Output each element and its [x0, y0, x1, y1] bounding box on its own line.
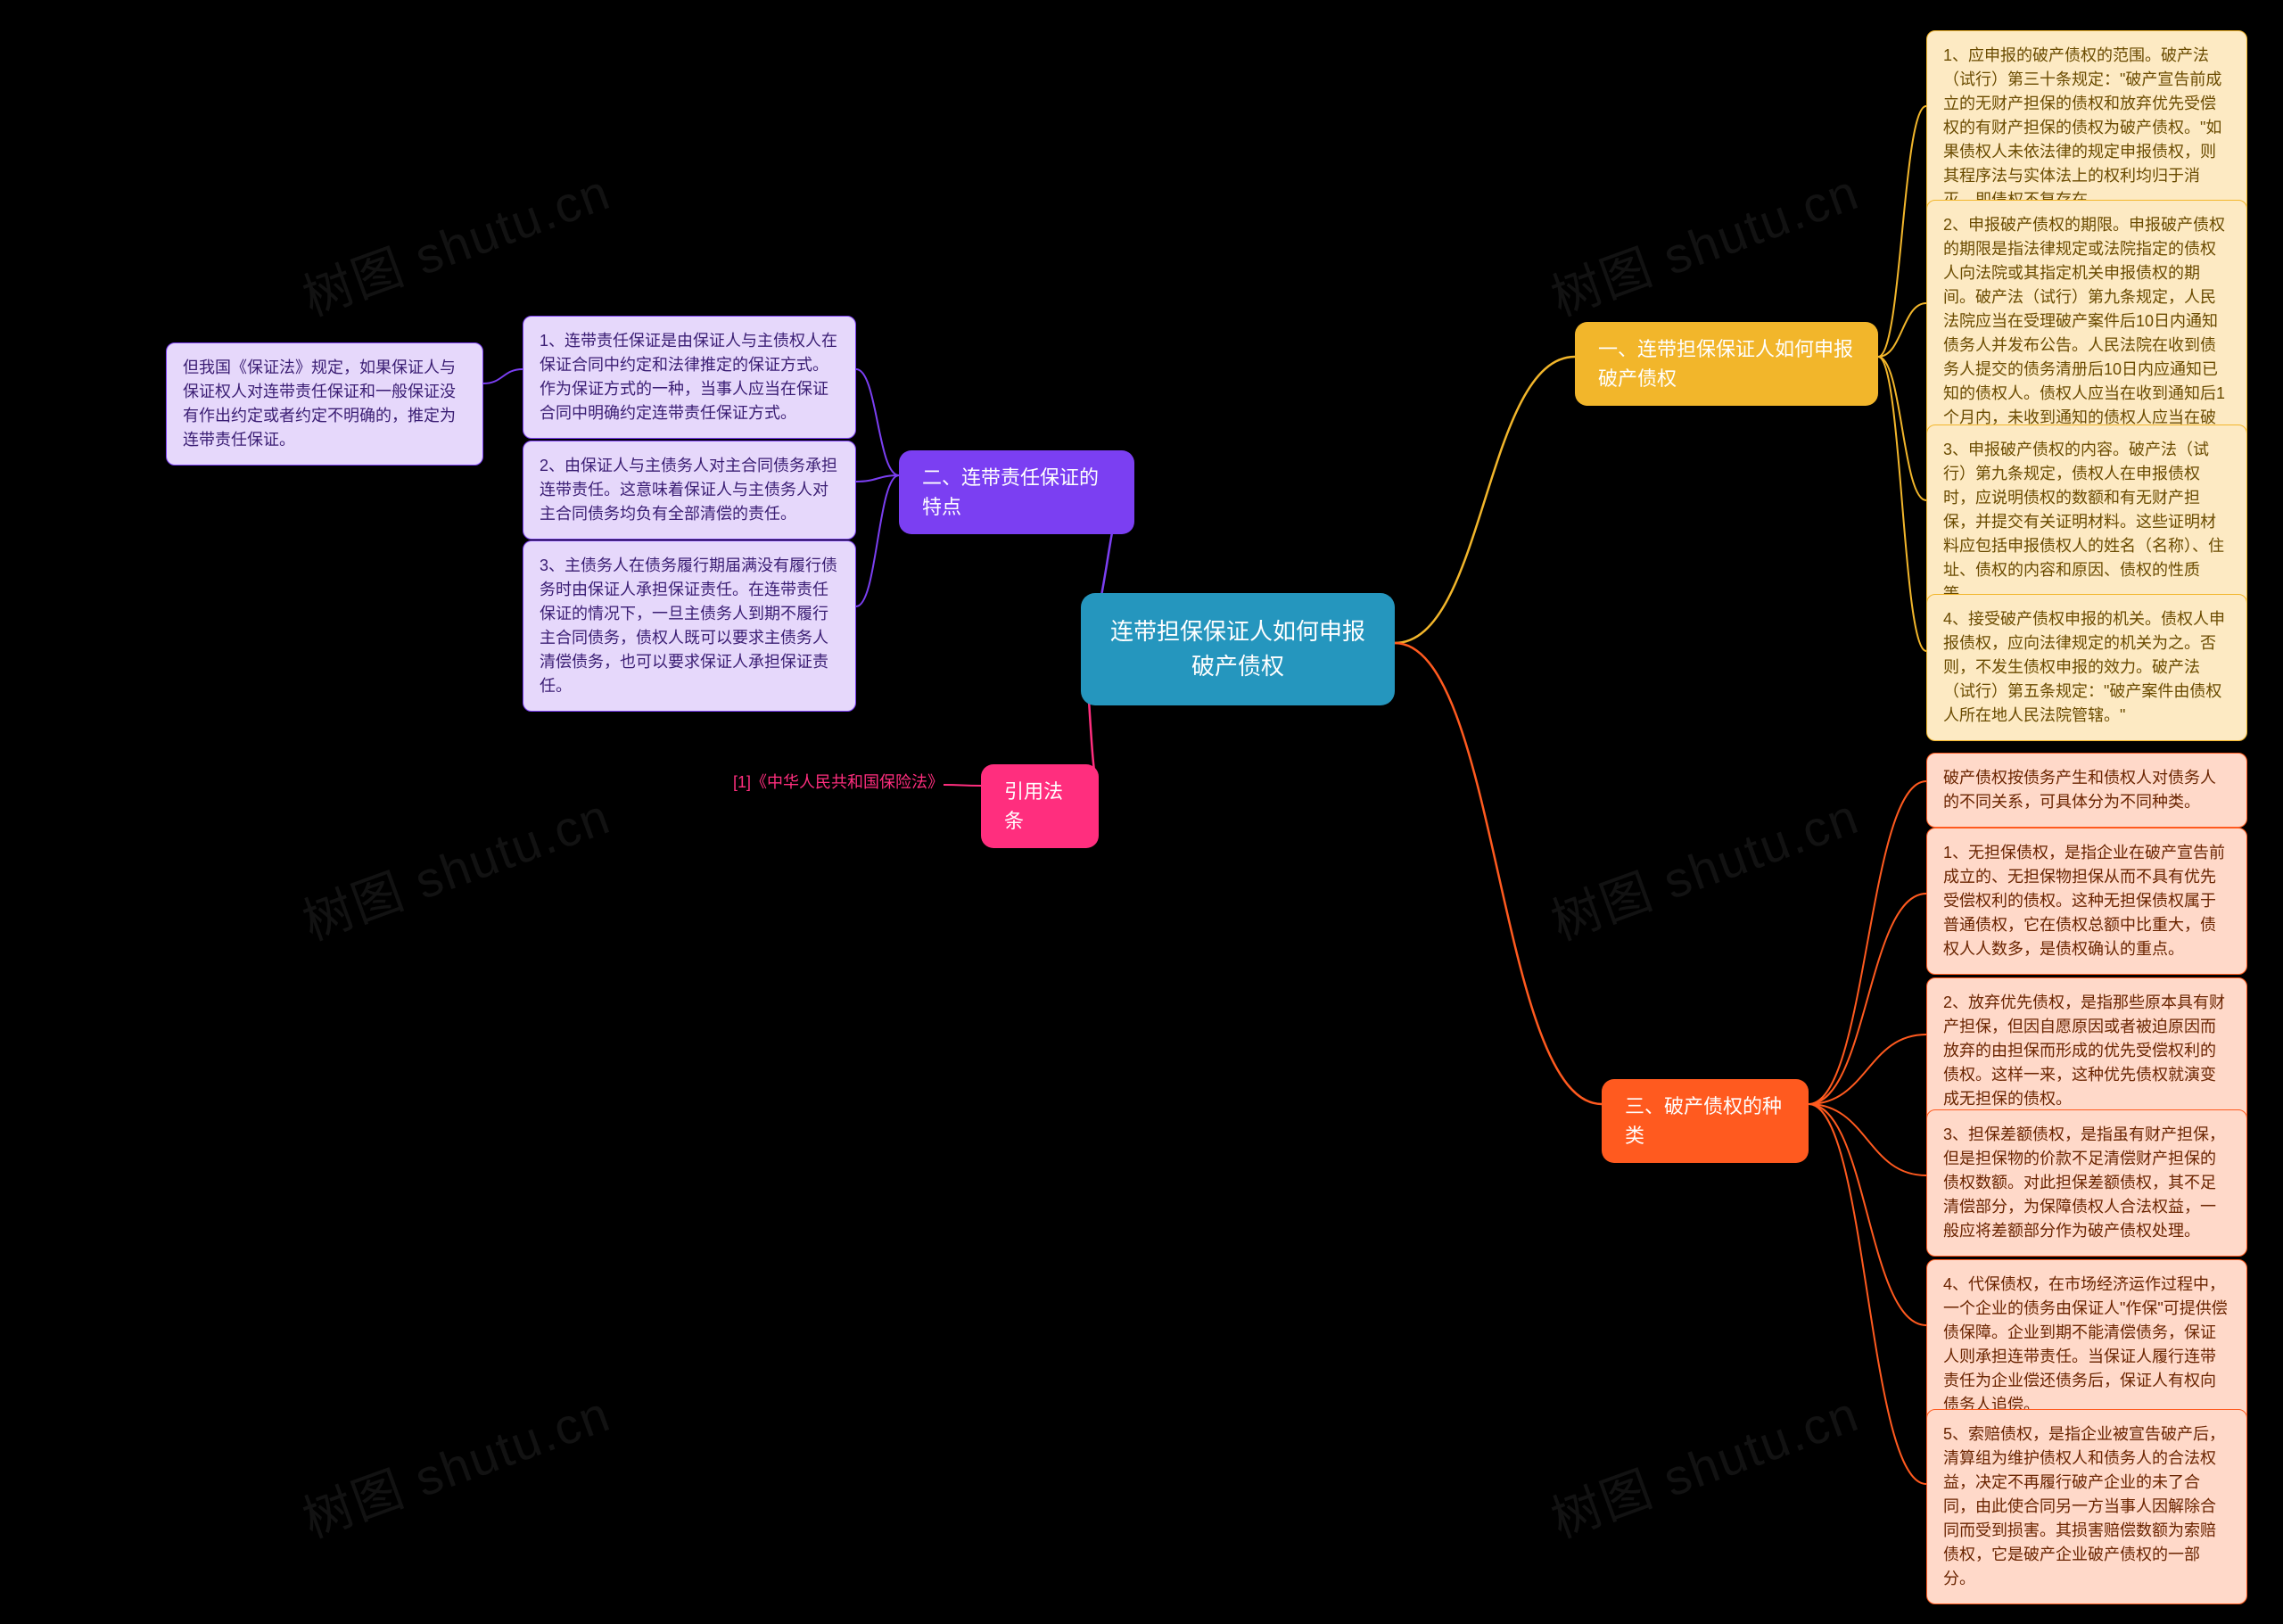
branch-label: 引用法条 — [1004, 780, 1063, 832]
leaf-node[interactable]: 1、连带责任保证是由保证人与主债权人在保证合同中约定和法律推定的保证方式。作为保… — [523, 316, 856, 439]
branch-label: 一、连带担保保证人如何申报破产债权 — [1598, 338, 1853, 390]
mindmap-canvas: 连带担保保证人如何申报破产债权 树图 shutu.cn 树图 shutu.cn 树图… — [0, 0, 2283, 1624]
watermark: 树图 shutu.cn — [292, 1374, 619, 1553]
leaf-text: [1]《中华人民共和国保险法》 — [733, 773, 944, 791]
leaf-text: 3、申报破产债权的内容。破产法（试行）第九条规定，债权人在申报债权时，应说明债权… — [1943, 441, 2224, 603]
branch-label: 二、连带责任保证的特点 — [922, 466, 1099, 518]
watermark: 树图 shutu.cn — [1540, 1374, 1867, 1553]
leaf-text: 1、连带责任保证是由保证人与主债权人在保证合同中约定和法律推定的保证方式。作为保… — [540, 332, 837, 422]
leaf-text: 3、主债务人在债务履行期届满没有履行债务时由保证人承担保证责任。在连带责任保证的… — [540, 556, 837, 695]
watermark: 树图 shutu.cn — [292, 777, 619, 955]
leaf-node[interactable]: 2、由保证人与主债务人对主合同债务承担连带责任。这意味着保证人与主债务人对主合同… — [523, 441, 856, 540]
leaf-text: 1、无担保债权，是指企业在破产宣告前成立的、无担保物担保从而不具有优先受偿权利的… — [1943, 844, 2225, 958]
leaf-node[interactable]: 3、主债务人在债务履行期届满没有履行债务时由保证人承担保证责任。在连带责任保证的… — [523, 540, 856, 712]
branch-node[interactable]: 三、破产债权的种类 — [1602, 1079, 1809, 1163]
leaf-node[interactable]: 3、担保差额债权，是指虽有财产担保，但是担保物的价款不足清偿财产担保的债权数额。… — [1926, 1109, 2247, 1257]
leaf-node[interactable]: 2、放弃优先债权，是指那些原本具有财产担保，但因自愿原因或者被迫原因而放弃的由担… — [1926, 977, 2247, 1125]
leaf-text: 5、索赔债权，是指企业被宣告破产后，清算组为维护债权人和债务人的合法权益，决定不… — [1943, 1425, 2225, 1587]
branch-node[interactable]: 一、连带担保保证人如何申报破产债权 — [1575, 322, 1878, 406]
branch-node[interactable]: 二、连带责任保证的特点 — [899, 450, 1134, 534]
leaf-node[interactable]: 3、申报破产债权的内容。破产法（试行）第九条规定，债权人在申报债权时，应说明债权… — [1926, 425, 2247, 620]
root-node[interactable]: 连带担保保证人如何申报破产债权 — [1081, 593, 1395, 705]
leaf-child-text: 但我国《保证法》规定，如果保证人与保证权人对连带责任保证和一般保证没有作出约定或… — [183, 359, 456, 449]
root-label: 连带担保保证人如何申报破产债权 — [1110, 618, 1365, 680]
branch-node[interactable]: 引用法条 — [981, 764, 1099, 848]
leaf-text: 破产债权按债务产生和债权人对债务人的不同关系，可具体分为不同种类。 — [1943, 769, 2216, 811]
leaf-node[interactable]: 破产债权按债务产生和债权人对债务人的不同关系，可具体分为不同种类。 — [1926, 753, 2247, 828]
leaf-node[interactable]: 4、代保债权，在市场经济运作过程中，一个企业的债务由保证人"作保"可提供偿债保障… — [1926, 1259, 2247, 1430]
leaf-text: 2、由保证人与主债务人对主合同债务承担连带责任。这意味着保证人与主债务人对主合同… — [540, 457, 837, 523]
leaf-node[interactable]: 5、索赔债权，是指企业被宣告破产后，清算组为维护债权人和债务人的合法权益，决定不… — [1926, 1409, 2247, 1604]
leaf-text: 2、放弃优先债权，是指那些原本具有财产担保，但因自愿原因或者被迫原因而放弃的由担… — [1943, 993, 2225, 1108]
leaf-node[interactable]: 4、接受破产债权申报的机关。债权人申报债权，应向法律规定的机关为之。否则，不发生… — [1926, 594, 2247, 741]
watermark: 树图 shutu.cn — [1540, 153, 1867, 331]
leaf-node[interactable]: 1、无担保债权，是指企业在破产宣告前成立的、无担保物担保从而不具有优先受偿权利的… — [1926, 828, 2247, 975]
leaf-text: 4、代保债权，在市场经济运作过程中，一个企业的债务由保证人"作保"可提供偿债保障… — [1943, 1275, 2228, 1414]
leaf-node[interactable]: 1、应申报的破产债权的范围。破产法（试行）第三十条规定："破产宣告前成立的无财产… — [1926, 30, 2247, 226]
leaf-node[interactable]: [1]《中华人民共和国保险法》 — [665, 771, 944, 795]
leaf-text: 3、担保差额债权，是指虽有财产担保，但是担保物的价款不足清偿财产担保的债权数额。… — [1943, 1125, 2225, 1240]
watermark: 树图 shutu.cn — [1540, 777, 1867, 955]
leaf-child-node[interactable]: 但我国《保证法》规定，如果保证人与保证权人对连带责任保证和一般保证没有作出约定或… — [166, 342, 483, 466]
leaf-text: 2、申报破产债权的期限。申报破产债权的期限是指法律规定或法院指定的债权人向法院或… — [1943, 216, 2225, 450]
branch-label: 三、破产债权的种类 — [1625, 1095, 1782, 1147]
leaf-text: 1、应申报的破产债权的范围。破产法（试行）第三十条规定："破产宣告前成立的无财产… — [1943, 46, 2221, 209]
leaf-text: 4、接受破产债权申报的机关。债权人申报债权，应向法律规定的机关为之。否则，不发生… — [1943, 610, 2225, 724]
watermark: 树图 shutu.cn — [292, 153, 619, 331]
